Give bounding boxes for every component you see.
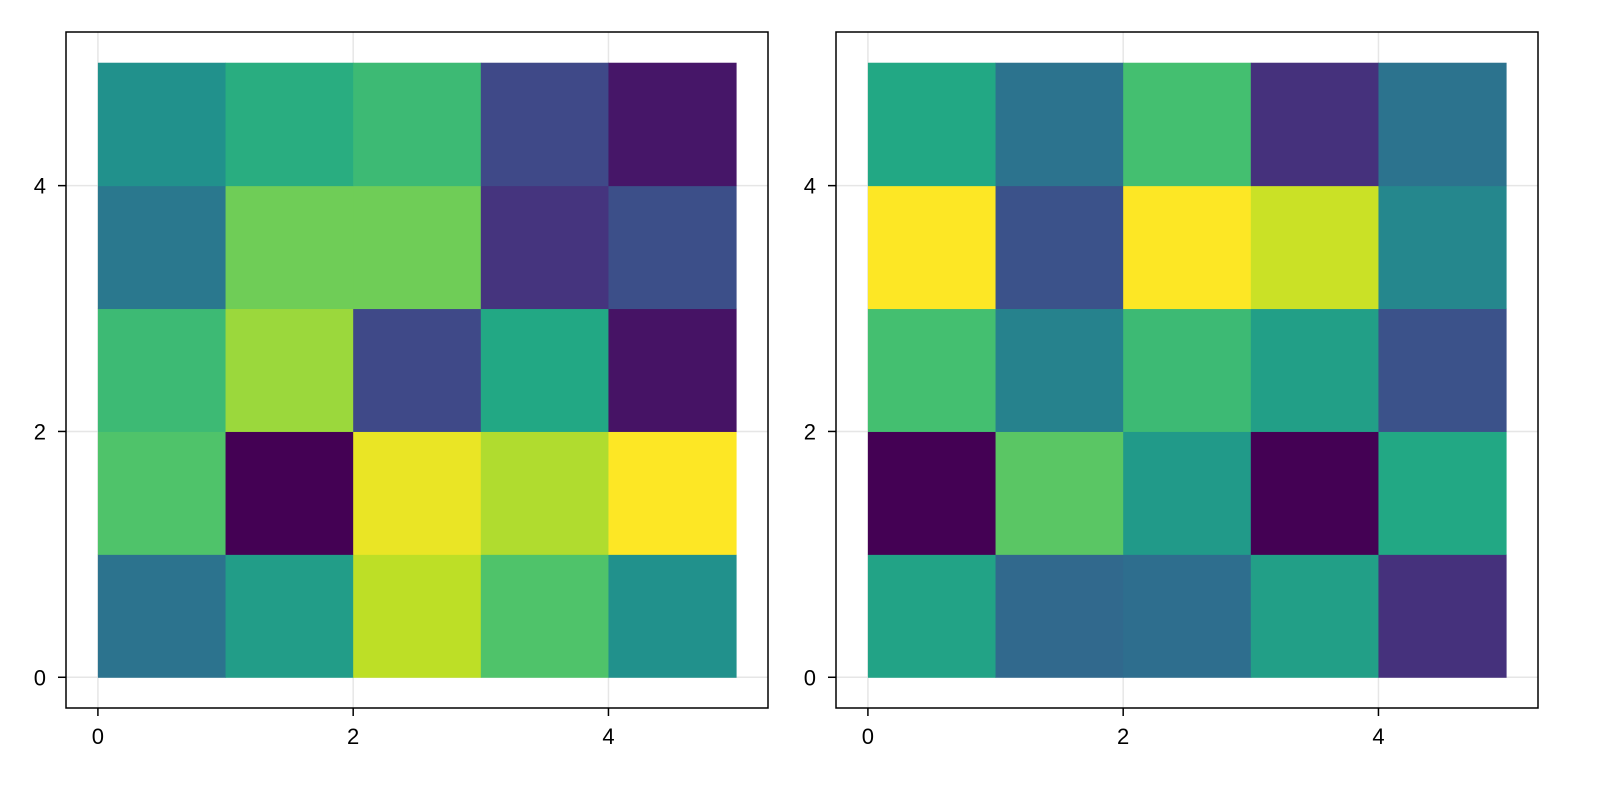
y-tick-label: 4 xyxy=(34,174,46,199)
axes-frame xyxy=(65,31,769,709)
y-tick-label: 0 xyxy=(34,665,46,690)
heatmap-cell xyxy=(1378,431,1507,555)
heatmap-cell xyxy=(1378,62,1507,187)
heatmap-cell xyxy=(867,185,997,310)
heatmap-cell xyxy=(225,185,354,310)
heatmap-cell xyxy=(608,431,737,555)
heatmap-cell xyxy=(1123,308,1252,432)
heatmap-cell xyxy=(867,308,997,432)
heatmap-panel-2: 0 2 4 0 2 4 xyxy=(804,31,1539,749)
x-tick-label: 0 xyxy=(862,724,874,749)
heatmap-cell xyxy=(225,308,354,432)
y-tick-label: 4 xyxy=(804,174,816,199)
heatmap-cell xyxy=(995,308,1124,432)
heatmap-cell xyxy=(867,62,997,187)
heatmap-cell xyxy=(353,185,482,310)
heatmap-cell xyxy=(353,431,482,555)
heatmap-cell xyxy=(97,62,227,187)
heatmap-cell xyxy=(867,431,997,555)
heatmap-cell xyxy=(97,308,227,432)
heatmap-cell xyxy=(1250,554,1379,678)
heatmap-cell xyxy=(97,554,227,678)
y-tick-label: 2 xyxy=(34,419,46,444)
heatmap-cell xyxy=(353,62,482,187)
y-tick-label: 0 xyxy=(804,665,816,690)
x-tick-label: 2 xyxy=(1117,724,1129,749)
heatmap-cell xyxy=(1250,62,1379,187)
heatmap-cell xyxy=(608,554,737,678)
heatmap-cell xyxy=(353,308,482,432)
heatmap-cell xyxy=(480,431,609,555)
heatmap-cell xyxy=(1378,554,1507,678)
x-tick-label: 0 xyxy=(92,724,104,749)
heatmap-panel-1: 0 2 4 0 2 4 xyxy=(34,31,769,749)
heatmap-cell xyxy=(995,431,1124,555)
heatmap-cell xyxy=(608,185,737,310)
y-tick-label: 2 xyxy=(804,419,816,444)
heatmap-cell xyxy=(225,431,354,555)
heatmap-cell xyxy=(1123,554,1252,678)
heatmap-cell xyxy=(1250,431,1379,555)
heatmap-cell xyxy=(1123,185,1252,310)
x-tick-label: 2 xyxy=(347,724,359,749)
heatmap-cell xyxy=(97,185,227,310)
heatmap-cell xyxy=(1250,185,1379,310)
heatmap-cell xyxy=(480,62,609,187)
heatmap-cell xyxy=(608,62,737,187)
heatmap-cell xyxy=(1250,308,1379,432)
x-tick-label: 4 xyxy=(1372,724,1384,749)
heatmap-cell xyxy=(1123,62,1252,187)
heatmap-cell xyxy=(995,554,1124,678)
heatmap-cell xyxy=(995,185,1124,310)
heatmap-cell xyxy=(608,308,737,432)
heatmap-cell xyxy=(1378,185,1507,310)
heatmap-cell xyxy=(480,185,609,310)
heatmap-cell xyxy=(1123,431,1252,555)
x-tick-label: 4 xyxy=(602,724,614,749)
heatmap-cell xyxy=(225,554,354,678)
heatmap-cell xyxy=(1378,308,1507,432)
heatmap-cell xyxy=(867,554,997,678)
heatmap-cell xyxy=(480,554,609,678)
heatmap-cell xyxy=(995,62,1124,187)
heatmap-cell xyxy=(97,431,227,555)
axes-frame xyxy=(835,31,1539,709)
heatmap-cell xyxy=(353,554,482,678)
heatmap-cell xyxy=(225,62,354,187)
heatmap-cell xyxy=(480,308,609,432)
